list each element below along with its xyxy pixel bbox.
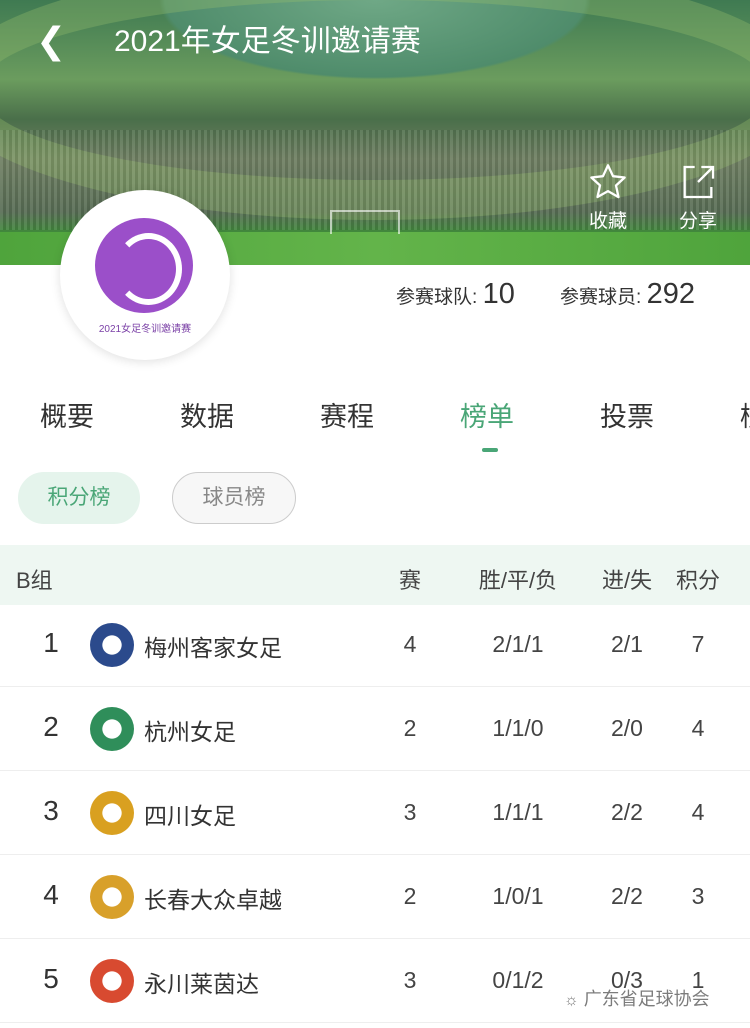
logo-text: 2021女足冬训邀请赛 bbox=[98, 324, 192, 335]
col-points: 积分 bbox=[675, 568, 720, 593]
tab-rankings[interactable]: 榜单 bbox=[460, 402, 514, 432]
players-stat: 参赛球员: 292 bbox=[560, 278, 695, 311]
star-icon bbox=[590, 164, 626, 199]
played: 4 bbox=[403, 631, 417, 657]
team-badge bbox=[90, 623, 134, 667]
active-tab-indicator bbox=[482, 448, 498, 452]
team-badge bbox=[90, 707, 134, 751]
goals-for-against: 2/1 bbox=[611, 631, 643, 657]
points: 4 bbox=[691, 715, 705, 741]
goals-for-against: 2/2 bbox=[611, 799, 643, 825]
team-name[interactable]: 梅州客家女足 bbox=[144, 635, 282, 661]
rank: 4 bbox=[43, 879, 59, 910]
teams-label: 参赛球队: bbox=[396, 287, 478, 308]
players-count: 292 bbox=[646, 278, 695, 310]
points: 1 bbox=[691, 967, 705, 993]
col-wdl: 胜/平/负 bbox=[478, 568, 558, 593]
goals-for-against: 0/3 bbox=[611, 967, 643, 993]
tab-bar: 概要 数据 赛程 榜单 投票 榜 bbox=[0, 395, 750, 435]
table-header: B组 赛 胜/平/负 进/失 积分 bbox=[0, 545, 750, 605]
win-draw-loss: 1/1/1 bbox=[492, 799, 544, 825]
logo-ball bbox=[95, 218, 193, 313]
win-draw-loss: 1/0/1 bbox=[492, 883, 544, 909]
team-badge bbox=[90, 959, 134, 1003]
wechat-icon: ☼ bbox=[564, 992, 579, 1009]
tab-vote[interactable]: 投票 bbox=[600, 402, 654, 432]
played: 2 bbox=[403, 715, 417, 741]
group-label: B组 bbox=[16, 568, 53, 593]
points: 3 bbox=[691, 883, 705, 909]
points: 7 bbox=[691, 631, 705, 657]
col-played: 赛 bbox=[398, 568, 421, 593]
table-row[interactable]: 1 梅州客家女足 4 2/1/1 2/1 7 bbox=[0, 603, 750, 687]
table-row[interactable]: 5 永川莱茵达 3 0/1/2 0/3 1 bbox=[0, 939, 750, 1023]
rank: 5 bbox=[43, 963, 59, 994]
table-row[interactable]: 3 四川女足 3 1/1/1 2/2 4 bbox=[0, 771, 750, 855]
chevron-left-icon[interactable]: ❮ bbox=[36, 20, 67, 61]
tab-data[interactable]: 数据 bbox=[180, 402, 234, 432]
goals-for-against: 2/2 bbox=[611, 883, 643, 909]
tab-more[interactable]: 榜 bbox=[740, 395, 750, 434]
goal bbox=[330, 210, 400, 234]
played: 3 bbox=[403, 967, 417, 993]
team-badge bbox=[90, 791, 134, 835]
team-name[interactable]: 长春大众卓越 bbox=[144, 887, 282, 913]
played: 3 bbox=[403, 799, 417, 825]
rank: 2 bbox=[43, 711, 59, 742]
share-label: 分享 bbox=[678, 211, 717, 232]
players-label: 参赛球员: bbox=[560, 287, 642, 308]
page-title: 2021年女足冬训邀请赛 bbox=[114, 25, 421, 58]
win-draw-loss: 1/1/0 bbox=[492, 715, 544, 741]
win-draw-loss: 0/1/2 bbox=[492, 967, 544, 993]
win-draw-loss: 2/1/1 bbox=[492, 631, 544, 657]
points: 4 bbox=[691, 799, 705, 825]
rank: 1 bbox=[43, 627, 59, 658]
team-name[interactable]: 永川莱茵达 bbox=[144, 971, 259, 997]
rank: 3 bbox=[43, 795, 59, 826]
table-row[interactable]: 2 杭州女足 2 1/1/0 2/0 4 bbox=[0, 687, 750, 771]
favorite-button[interactable]: 收藏 bbox=[578, 162, 638, 233]
goals-for-against: 2/0 bbox=[611, 715, 643, 741]
teams-stat: 参赛球队: 10 bbox=[396, 278, 515, 311]
share-button[interactable]: 分享 bbox=[668, 162, 728, 233]
col-goals: 进/失 bbox=[601, 568, 653, 593]
table-row[interactable]: 4 长春大众卓越 2 1/0/1 2/2 3 bbox=[0, 855, 750, 939]
played: 2 bbox=[403, 883, 417, 909]
team-name[interactable]: 杭州女足 bbox=[144, 719, 236, 745]
favorite-label: 收藏 bbox=[588, 211, 627, 232]
watermark: ☼ 广东省足球协会 bbox=[564, 985, 710, 1011]
watermark-text: 广东省足球协会 bbox=[583, 989, 710, 1009]
subtab-standings[interactable]: 积分榜 bbox=[18, 472, 140, 524]
subtab-players[interactable]: 球员榜 bbox=[172, 472, 296, 524]
share-icon bbox=[683, 165, 715, 199]
teams-count: 10 bbox=[482, 278, 515, 310]
tournament-logo: 2021女足冬训邀请赛 bbox=[70, 200, 220, 350]
tab-overview[interactable]: 概要 bbox=[40, 402, 94, 432]
team-badge bbox=[90, 875, 134, 919]
team-name[interactable]: 四川女足 bbox=[144, 803, 236, 829]
tab-schedule[interactable]: 赛程 bbox=[320, 402, 374, 432]
